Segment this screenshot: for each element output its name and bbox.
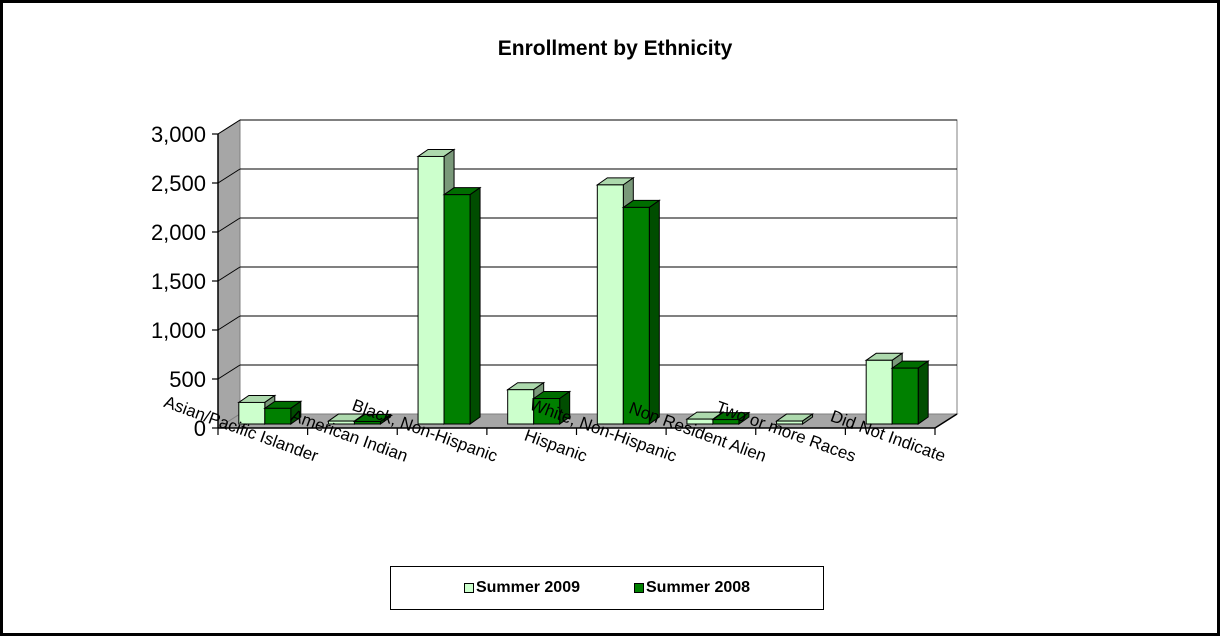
bar: [865, 359, 893, 425]
legend-item: Summer 2008: [634, 579, 750, 597]
y-tick-label: 2,000: [151, 220, 206, 245]
bar: [712, 419, 740, 425]
y-tick-label: 0: [194, 416, 206, 441]
bar: [264, 407, 292, 425]
bar: [507, 389, 535, 425]
bar: [891, 367, 919, 425]
gridline-side: [217, 315, 241, 331]
legend-swatch: [463, 583, 474, 593]
bar: [533, 398, 561, 425]
y-tick-label: 1,500: [151, 269, 206, 294]
x-axis-end: [934, 413, 958, 429]
bar: [596, 184, 624, 425]
y-tick-label: 2,500: [151, 171, 206, 196]
y-tick-label: 500: [169, 367, 206, 392]
bar: [443, 194, 471, 425]
gridline-side: [217, 266, 241, 282]
bar-side: [917, 360, 929, 425]
y-tick-label: 1,000: [151, 318, 206, 343]
bar: [776, 420, 804, 425]
y-tick-label: 3,000: [151, 122, 206, 147]
legend-swatch: [634, 583, 644, 593]
legend-label: Summer 2008: [646, 579, 751, 596]
bar: [353, 421, 381, 425]
bar: [417, 155, 445, 425]
legend: Summer 2009 Summer 2008: [390, 566, 824, 610]
bar-side: [469, 186, 481, 425]
bar-side: [648, 199, 660, 425]
gridline-side: [217, 364, 241, 380]
plot-area: 05001,0001,5002,0002,5003,000Asian/Pacif…: [151, 119, 959, 466]
gridline-side: [217, 217, 241, 233]
gridline-side: [217, 119, 241, 135]
bar: [622, 206, 650, 425]
legend-item: Summer 2009: [463, 579, 580, 597]
gridline-side: [217, 168, 241, 184]
chart-title: Enrollment by Ethnicity: [498, 37, 733, 60]
legend-label: Summer 2009: [475, 579, 580, 596]
